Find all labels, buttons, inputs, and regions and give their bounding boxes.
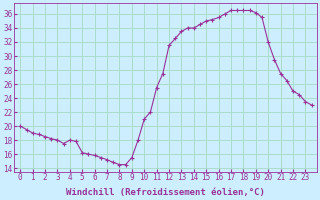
- X-axis label: Windchill (Refroidissement éolien,°C): Windchill (Refroidissement éolien,°C): [66, 188, 265, 197]
